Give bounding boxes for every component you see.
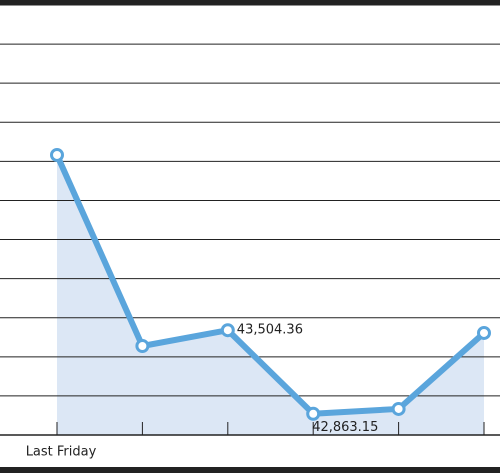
data-label: 42,863.15 — [312, 420, 378, 435]
point — [391, 401, 406, 416]
point — [50, 147, 64, 162]
point — [220, 323, 235, 338]
line — [54, 153, 486, 417]
point — [306, 406, 321, 421]
point — [135, 339, 150, 354]
bottom-border — [0, 467, 500, 473]
top-border — [0, 0, 500, 5]
point — [477, 325, 491, 340]
x-tick-label: Last Friday — [26, 445, 97, 460]
area — [57, 154, 484, 435]
data-label: 43,504.36 — [237, 323, 303, 338]
